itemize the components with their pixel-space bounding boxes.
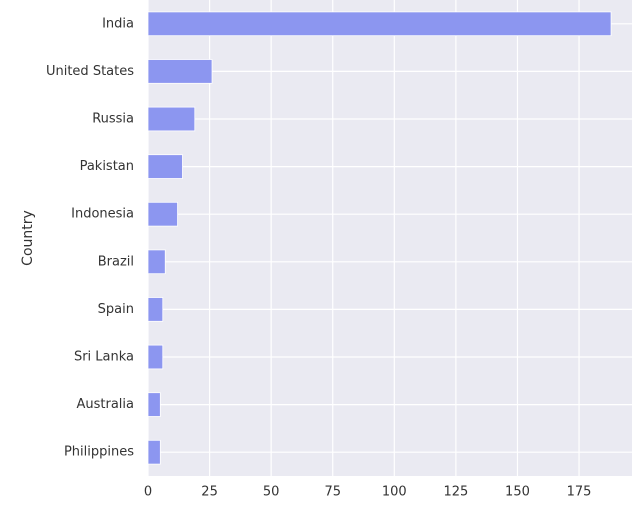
y-axis-label: Country (20, 210, 36, 266)
x-tick-label: 25 (201, 485, 218, 500)
x-tick-label: 175 (567, 485, 592, 500)
bar (147, 11, 612, 37)
plot-background (148, 0, 632, 476)
y-tick-label: Spain (98, 302, 134, 317)
bar (147, 249, 166, 275)
bar (147, 297, 164, 322)
y-tick-label: United States (46, 64, 134, 79)
y-tick-label: Indonesia (71, 207, 134, 222)
x-tick-label: 150 (505, 485, 530, 500)
y-tick-label: Sri Lanka (74, 350, 134, 365)
bar (147, 344, 164, 370)
bar (147, 59, 213, 84)
y-tick-label: Pakistan (80, 159, 134, 174)
y-tick-label: Brazil (98, 254, 134, 269)
bar (147, 154, 183, 179)
y-tick-label: Philippines (64, 445, 134, 460)
x-tick-label: 0 (144, 485, 152, 500)
bar (147, 201, 178, 227)
bar (147, 439, 161, 465)
y-tick-label: India (102, 16, 134, 31)
x-tick-label: 125 (443, 485, 468, 500)
x-tick-label: 50 (263, 485, 280, 500)
bar (147, 392, 161, 417)
x-tick-label: 75 (324, 485, 341, 500)
y-tick-label: Australia (76, 397, 134, 412)
y-tick-label: Russia (92, 112, 134, 127)
bar (147, 106, 196, 132)
x-tick-label: 100 (382, 485, 407, 500)
